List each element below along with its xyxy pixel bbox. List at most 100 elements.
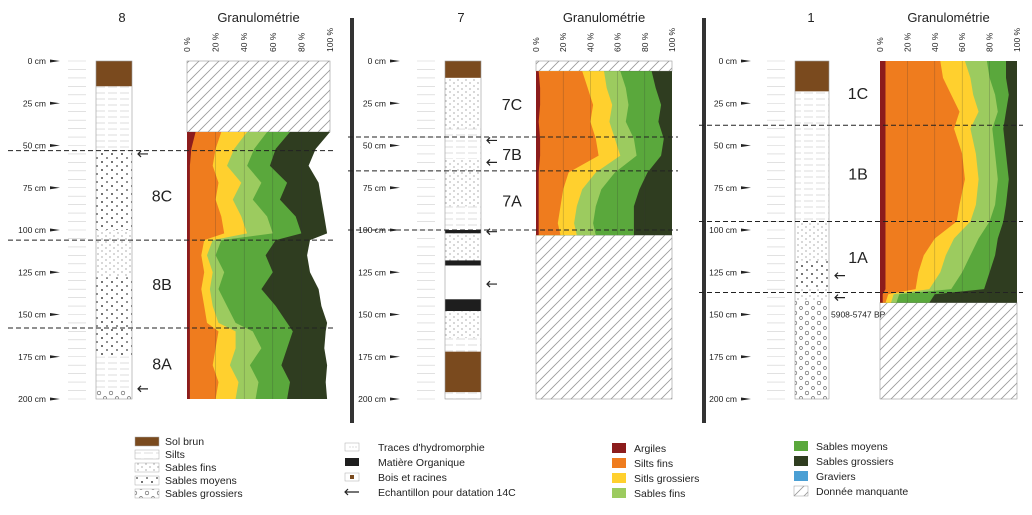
percent-tick-label: 60 % bbox=[613, 32, 623, 52]
lithology-layer-silts bbox=[445, 392, 481, 399]
legend-swatch-sables-grossiers bbox=[794, 456, 808, 466]
lithology-column-outline bbox=[95, 60, 133, 400]
depth-tick-label: 0 cm bbox=[28, 56, 46, 66]
depth-tick-marker bbox=[390, 397, 400, 401]
legend-swatch-argiles bbox=[612, 443, 626, 453]
depth-tick-label: 175 cm bbox=[18, 352, 46, 362]
legend-label: Sitls grossiers bbox=[634, 473, 699, 485]
date-label: 5908-5747 BP bbox=[831, 310, 886, 320]
unit-label: 8A bbox=[152, 357, 172, 374]
missing-data-area bbox=[535, 60, 673, 72]
depth-tick-marker bbox=[741, 101, 751, 105]
depth-tick-label: 75 cm bbox=[363, 183, 386, 193]
depth-tick-label: 200 cm bbox=[18, 394, 46, 404]
depth-tick-label: 175 cm bbox=[358, 352, 386, 362]
grain-area-argiles bbox=[536, 71, 541, 236]
unit-label: 7A bbox=[502, 193, 522, 210]
depth-tick-label: 25 cm bbox=[23, 98, 46, 108]
sample-14c-marker bbox=[137, 150, 148, 158]
grain-area-argiles bbox=[187, 131, 196, 400]
sample-14c-marker bbox=[137, 385, 148, 393]
sample-14c-marker bbox=[834, 294, 845, 302]
unit-label: 7C bbox=[502, 97, 522, 114]
legend-label: Matière Organique bbox=[378, 457, 465, 469]
lithology-column-outline bbox=[794, 60, 830, 400]
depth-tick-label: 100 cm bbox=[709, 225, 737, 235]
percent-tick-label: 60 % bbox=[268, 32, 278, 52]
lithology-layer-sables-fins bbox=[445, 77, 481, 129]
lithology-layer-silts bbox=[96, 86, 132, 129]
depth-tick-marker bbox=[50, 313, 60, 316]
lithology-layer-sables-fins bbox=[795, 223, 829, 261]
depth-tick-marker bbox=[390, 186, 400, 190]
depth-tick-marker bbox=[50, 270, 60, 274]
legend-swatch-echantillon bbox=[344, 488, 359, 496]
depth-tick-marker bbox=[741, 144, 751, 147]
profile-separator bbox=[350, 18, 354, 423]
depth-axis: 0 cm 25 cm 50 cm 75 cm 100 cm 125 cm 150 cm 175… bbox=[18, 56, 86, 404]
percent-tick-label: 100 % bbox=[1012, 27, 1022, 52]
percent-tick-label: 20 % bbox=[211, 32, 221, 52]
unit-label: 8C bbox=[152, 188, 172, 205]
lithology-layer-sol-brun bbox=[795, 61, 829, 92]
grain-area-argiles bbox=[880, 61, 886, 303]
depth-tick-marker bbox=[741, 270, 751, 274]
lithology-layer-silts bbox=[445, 338, 481, 352]
depth-tick-marker bbox=[50, 144, 60, 147]
depth-tick-marker bbox=[390, 101, 400, 105]
unit-label: 1A bbox=[848, 250, 868, 267]
legend-label: Traces d'hydromorphie bbox=[378, 442, 485, 454]
legend-swatch-matiere-organique bbox=[345, 458, 359, 466]
grain-area-silts-fins bbox=[187, 131, 225, 400]
percent-tick-label: 60 % bbox=[957, 32, 967, 52]
legend-swatch-sol-brun bbox=[134, 436, 160, 447]
sample-14c-marker bbox=[486, 158, 497, 166]
percent-tick-label: 40 % bbox=[239, 32, 249, 52]
legend-swatch-silts-grossiers bbox=[612, 473, 626, 483]
depth-tick-marker bbox=[741, 59, 751, 63]
legend-label: Argiles bbox=[634, 443, 666, 455]
legend-label: Bois et racines bbox=[378, 472, 447, 484]
depth-axis: 0 cm 25 cm 50 cm 75 cm 100 cm 125 cm 150 cm 175… bbox=[709, 56, 785, 404]
lithology-layer-sables-grossiers bbox=[795, 300, 829, 399]
legend-label: Sables fins bbox=[165, 462, 216, 474]
unit-label: 1C bbox=[848, 86, 868, 103]
lithology-layer-sables-fins bbox=[445, 233, 481, 261]
unit-label: 8B bbox=[152, 277, 172, 294]
legend-label: Sables fins bbox=[634, 488, 685, 500]
depth-tick-label: 50 cm bbox=[23, 141, 46, 151]
percent-tick-label: 20 % bbox=[902, 32, 912, 52]
depth-tick-marker bbox=[50, 59, 60, 63]
depth-tick-marker bbox=[390, 59, 400, 63]
depth-tick-marker bbox=[50, 397, 60, 401]
depth-tick-label: 100 cm bbox=[18, 225, 46, 235]
grain-size-areas bbox=[536, 71, 672, 236]
legend-label: Sables grossiers bbox=[165, 488, 243, 500]
lithology-layer-sables-grossiers bbox=[96, 390, 132, 399]
lithology-layer-sables-fins bbox=[445, 159, 481, 207]
depth-tick-marker bbox=[50, 101, 60, 105]
depth-tick-marker bbox=[390, 144, 400, 147]
lithology-layer-bois-racines bbox=[445, 265, 481, 299]
lithology-layer-sol-brun bbox=[445, 351, 481, 393]
depth-tick-label: 50 cm bbox=[714, 141, 737, 151]
grain-size-areas bbox=[880, 61, 1017, 303]
depth-tick-marker bbox=[741, 397, 751, 401]
percent-axis: 0 % 20 % 40 % 60 % 80 % 100 % bbox=[875, 27, 1022, 52]
depth-tick-label: 125 cm bbox=[709, 267, 737, 277]
unit-label: 1B bbox=[848, 166, 868, 183]
legend-swatch-sables-fins bbox=[612, 488, 626, 498]
depth-tick-label: 75 cm bbox=[714, 183, 737, 193]
percent-tick-label: 40 % bbox=[930, 32, 940, 52]
granulometrie-title: Granulométrie bbox=[563, 10, 645, 25]
sample-14c-marker bbox=[486, 280, 497, 288]
lithology-layer-silts bbox=[96, 128, 132, 151]
missing-data-area bbox=[186, 60, 331, 133]
depth-tick-label: 150 cm bbox=[18, 310, 46, 320]
granulometrie-title: Granulométrie bbox=[217, 10, 299, 25]
legend-swatch-sables-grossiers bbox=[134, 488, 160, 499]
lithology-layer-sables-fins bbox=[445, 311, 481, 339]
depth-tick-marker bbox=[50, 355, 60, 359]
